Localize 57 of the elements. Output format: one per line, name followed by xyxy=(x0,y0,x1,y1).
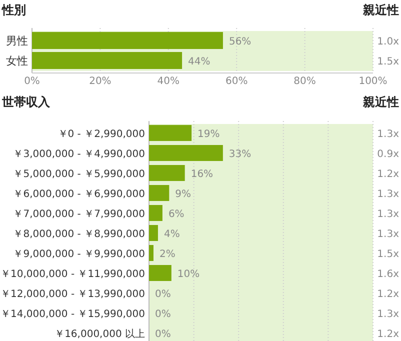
data-label: 0% xyxy=(155,289,171,300)
text: 世帯収入 xyxy=(1,95,51,109)
x-tick-label: 0% xyxy=(24,76,40,87)
text: 0.9x xyxy=(377,149,400,160)
bar xyxy=(149,205,162,221)
data-label: 56% xyxy=(228,36,252,48)
text: 1.2x xyxy=(377,289,400,300)
x-tick-label: 40% xyxy=(157,76,180,87)
text: 1.6x xyxy=(377,269,400,280)
y-tick-label: ￥14,000,000 - ￥15,990,000 xyxy=(0,309,145,320)
y-tick-label: ￥0 - ￥2,990,000 xyxy=(58,129,145,140)
y2-axis-title: 親近性 xyxy=(362,95,399,109)
y-tick-label: ￥12,000,000 - ￥13,990,000 xyxy=(0,289,145,300)
data-label: 44% xyxy=(188,56,210,68)
y-tick-label: ￥10,000,000 - ￥11,990,000 xyxy=(0,269,145,280)
x-tick-label: 20% xyxy=(89,76,112,87)
bar xyxy=(149,225,158,241)
bar xyxy=(149,265,172,281)
text: 1.3x xyxy=(377,229,400,240)
text: 1.5x xyxy=(377,56,400,68)
data-label: 10% xyxy=(177,269,200,280)
data-label: 16% xyxy=(190,169,214,180)
bar xyxy=(149,125,192,141)
x-tick-label: 100% xyxy=(358,76,388,87)
y-tick-label: ￥8,000,000 - ￥8,990,000 xyxy=(13,229,145,240)
data-label: 4% xyxy=(164,229,180,240)
text: 1.3x xyxy=(377,309,400,320)
y-tick-label: 男性 xyxy=(6,34,28,48)
data-label: 0% xyxy=(155,329,171,340)
y-tick-label: ￥16,000,000 以上 xyxy=(54,328,145,340)
text: 1.2x xyxy=(377,169,400,180)
x-tick-label: 80% xyxy=(294,76,316,87)
data-label: 9% xyxy=(175,189,192,200)
chart-title: 性別 xyxy=(1,3,26,17)
data-label: 33% xyxy=(228,149,252,160)
x-tick-label: 60% xyxy=(225,76,248,87)
text: 1.3x xyxy=(377,189,400,200)
y2-axis-title: 親近性 xyxy=(362,3,399,17)
y-tick-label: ￥7,000,000 - ￥7,990,000 xyxy=(13,209,145,220)
text: 1.3x xyxy=(377,209,400,220)
y-tick-label: 女性 xyxy=(6,54,28,68)
y-tick-label: ￥5,000,000 - ￥5,990,000 xyxy=(13,169,145,180)
y-tick-label: ￥3,000,000 - ￥4,990,000 xyxy=(13,149,145,160)
text: 1.5x xyxy=(377,249,400,260)
bar xyxy=(149,145,223,161)
y-tick-label: ￥6,000,000 - ￥6,990,000 xyxy=(13,189,145,200)
text: 1.2x xyxy=(377,329,400,340)
text: 1.0x xyxy=(377,36,400,48)
data-label: 2% xyxy=(159,249,176,260)
y-tick-label: ￥9,000,000 - ￥9,990,000 xyxy=(13,249,145,260)
text: 1.3x xyxy=(377,129,400,140)
bar xyxy=(149,245,154,261)
bar xyxy=(149,165,185,181)
data-label: 19% xyxy=(198,129,220,140)
bar xyxy=(149,185,170,201)
data-label: 6% xyxy=(168,209,184,220)
data-label: 0% xyxy=(155,309,171,320)
